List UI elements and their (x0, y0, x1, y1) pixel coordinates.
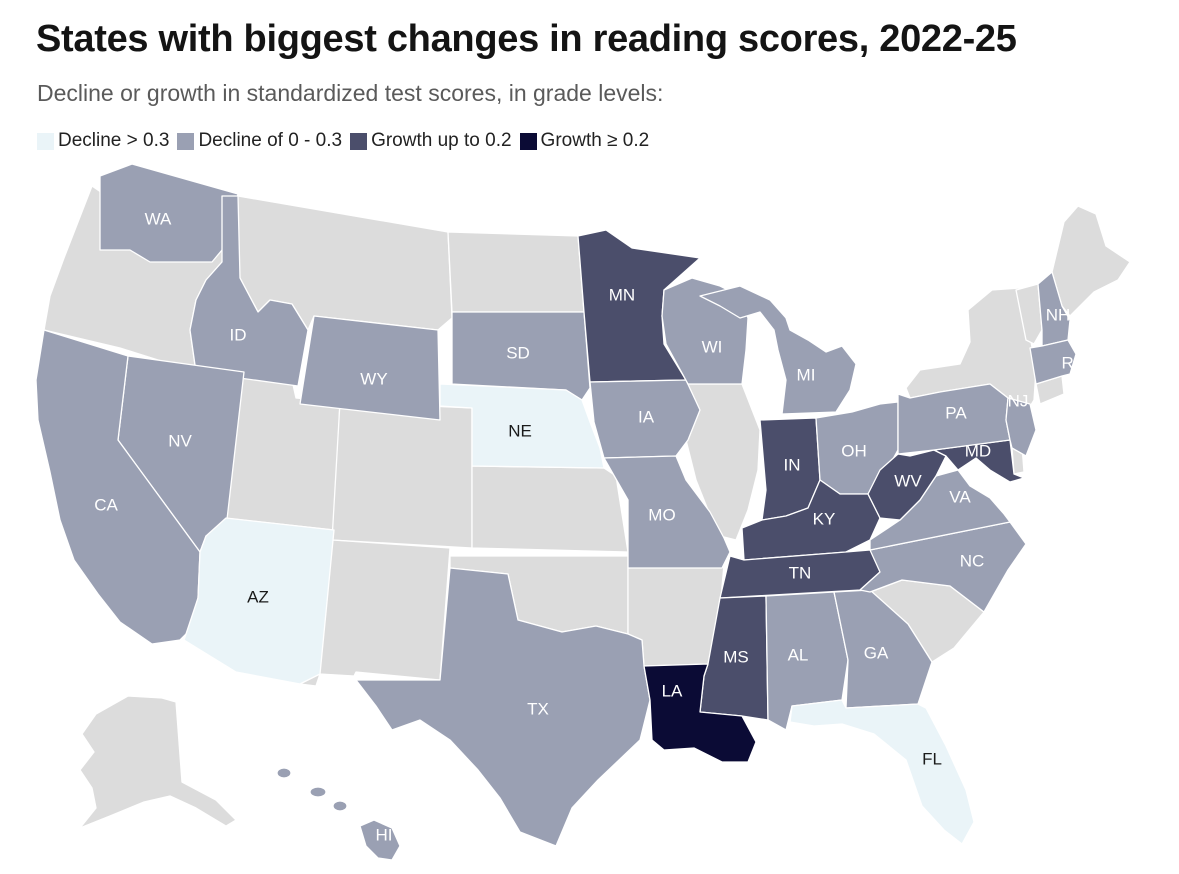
state-ri (1029, 339, 1077, 385)
state-wa (99, 163, 239, 263)
state-ak (79, 695, 237, 829)
legend-swatch (177, 132, 195, 150)
label-oh: OH (841, 441, 867, 460)
state-nh (1037, 271, 1071, 347)
state-ks (471, 465, 629, 553)
label-nj: NJ (1008, 391, 1029, 410)
legend-label: Decline of 0 - 0.3 (198, 130, 343, 151)
label-mi: MI (797, 365, 816, 384)
legend-item-growth-large: Growth ≥ 0.2 (519, 130, 650, 152)
label-la: LA (662, 681, 683, 700)
state-nc (859, 521, 1027, 613)
legend-item-growth-small: Growth up to 0.2 (350, 130, 512, 152)
label-ga: GA (864, 643, 889, 662)
state-mi (699, 285, 857, 415)
state-id (189, 195, 309, 387)
legend-item-decline-large: Decline > 0.3 (37, 130, 169, 152)
state-ia (589, 379, 701, 459)
label-ne: NE (508, 421, 532, 440)
label-mn: MN (609, 285, 635, 304)
label-hi: HI (376, 825, 393, 844)
state-az (183, 517, 335, 685)
label-va: VA (949, 487, 971, 506)
label-wa: WA (145, 209, 172, 228)
legend-label: Growth ≥ 0.2 (540, 130, 650, 151)
legend: Decline > 0.3 Decline of 0 - 0.3 Growth … (37, 130, 657, 152)
state-co (331, 401, 473, 549)
label-wv: WV (894, 471, 922, 490)
label-ky: KY (813, 509, 836, 528)
legend-swatch (37, 132, 54, 150)
label-al: AL (788, 645, 809, 664)
state-hi-island-1 (276, 767, 292, 779)
map-title: States with biggest changes in reading s… (36, 18, 1017, 60)
label-ca: CA (94, 495, 118, 514)
label-wy: WY (360, 369, 387, 388)
state-ca (35, 329, 201, 645)
label-in: IN (784, 455, 801, 474)
state-il (685, 383, 761, 541)
label-mo: MO (648, 505, 675, 524)
label-tx: TX (527, 699, 549, 718)
label-nc: NC (960, 551, 985, 570)
state-hi (359, 819, 401, 861)
legend-swatch (519, 132, 537, 150)
state-nm (299, 539, 451, 687)
label-ms: MS (723, 647, 749, 666)
state-fl (789, 699, 975, 845)
label-nv: NV (168, 431, 192, 450)
label-wi: WI (702, 337, 723, 356)
legend-item-decline-small: Decline of 0 - 0.3 (177, 130, 342, 152)
label-az: AZ (247, 587, 269, 606)
state-ne (439, 383, 605, 469)
state-mo (603, 455, 731, 569)
label-fl: FL (922, 749, 942, 768)
state-nd (447, 231, 585, 313)
state-wv (867, 449, 947, 521)
state-nj (1005, 397, 1037, 457)
label-id: ID (230, 325, 247, 344)
legend-swatch (350, 132, 368, 150)
legend-label: Growth up to 0.2 (371, 130, 512, 151)
state-vt (1015, 283, 1043, 345)
state-hi-island-3 (332, 800, 348, 812)
map-subtitle: Decline or growth in standardized test s… (37, 80, 664, 106)
state-la (643, 663, 757, 763)
state-tx (355, 567, 651, 847)
state-ga (833, 589, 933, 709)
label-md: MD (965, 441, 991, 460)
state-md (933, 439, 1025, 483)
label-nh: NH (1046, 305, 1071, 324)
legend-label: Decline > 0.3 (58, 130, 170, 151)
state-wy (299, 315, 441, 421)
label-ri: RI (1062, 353, 1079, 372)
state-hi-island-2 (309, 786, 327, 798)
label-ia: IA (638, 407, 655, 426)
label-sd: SD (506, 343, 530, 362)
state-me (1051, 205, 1131, 317)
label-tn: TN (789, 563, 812, 582)
label-pa: PA (945, 403, 967, 422)
